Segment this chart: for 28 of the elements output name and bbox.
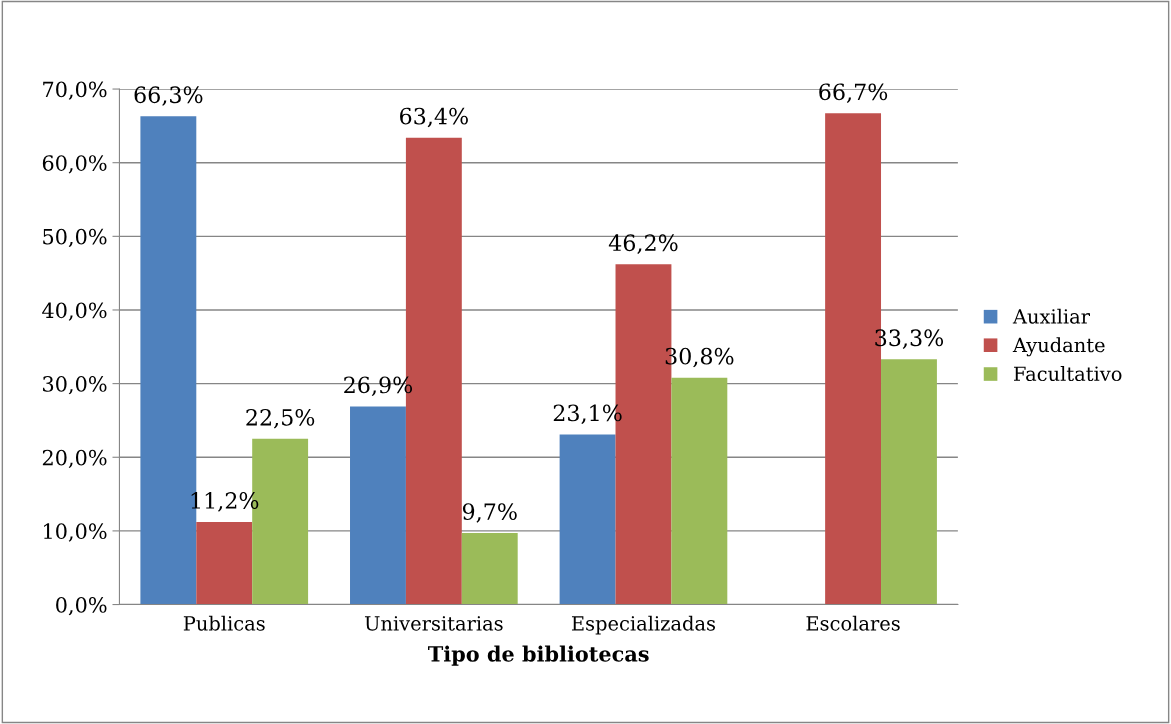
legend-label: Facultativo — [1014, 366, 1122, 382]
x-tick-label: Especializadas — [571, 615, 716, 635]
x-tick-label: Publicas — [183, 615, 265, 631]
legend-label: Ayudante — [1012, 337, 1105, 357]
bar — [461, 533, 518, 605]
bar — [196, 522, 253, 605]
x-tick-label: Universitarias — [364, 616, 503, 631]
bar — [881, 359, 937, 605]
legend-label: Auxiliar — [1012, 308, 1090, 324]
y-tick-label: 70,0% — [43, 81, 107, 100]
data-label: 63,4% — [400, 107, 468, 128]
x-tick-label: Escolares — [806, 615, 900, 631]
y-tick-label: 20,0% — [42, 449, 107, 469]
x-axis-title: Tipo de bibliotecas — [428, 645, 649, 666]
y-tick-label: 30,0% — [43, 376, 107, 395]
y-tick-label: 60,0% — [42, 155, 107, 174]
data-label: 22,5% — [246, 408, 315, 429]
bar — [671, 377, 728, 605]
data-label: 66,3% — [134, 86, 203, 106]
y-tick-label: 0,0% — [56, 596, 107, 616]
y-tick-label: 40,0% — [42, 302, 107, 321]
bar — [350, 406, 406, 605]
bar — [559, 434, 616, 605]
data-label: 9,7% — [462, 503, 517, 523]
data-label: 66,7% — [819, 83, 888, 103]
y-tick-label: 10,0% — [44, 523, 107, 542]
y-tick-label: 50,0% — [43, 228, 107, 248]
data-label: 46,2% — [608, 234, 678, 254]
